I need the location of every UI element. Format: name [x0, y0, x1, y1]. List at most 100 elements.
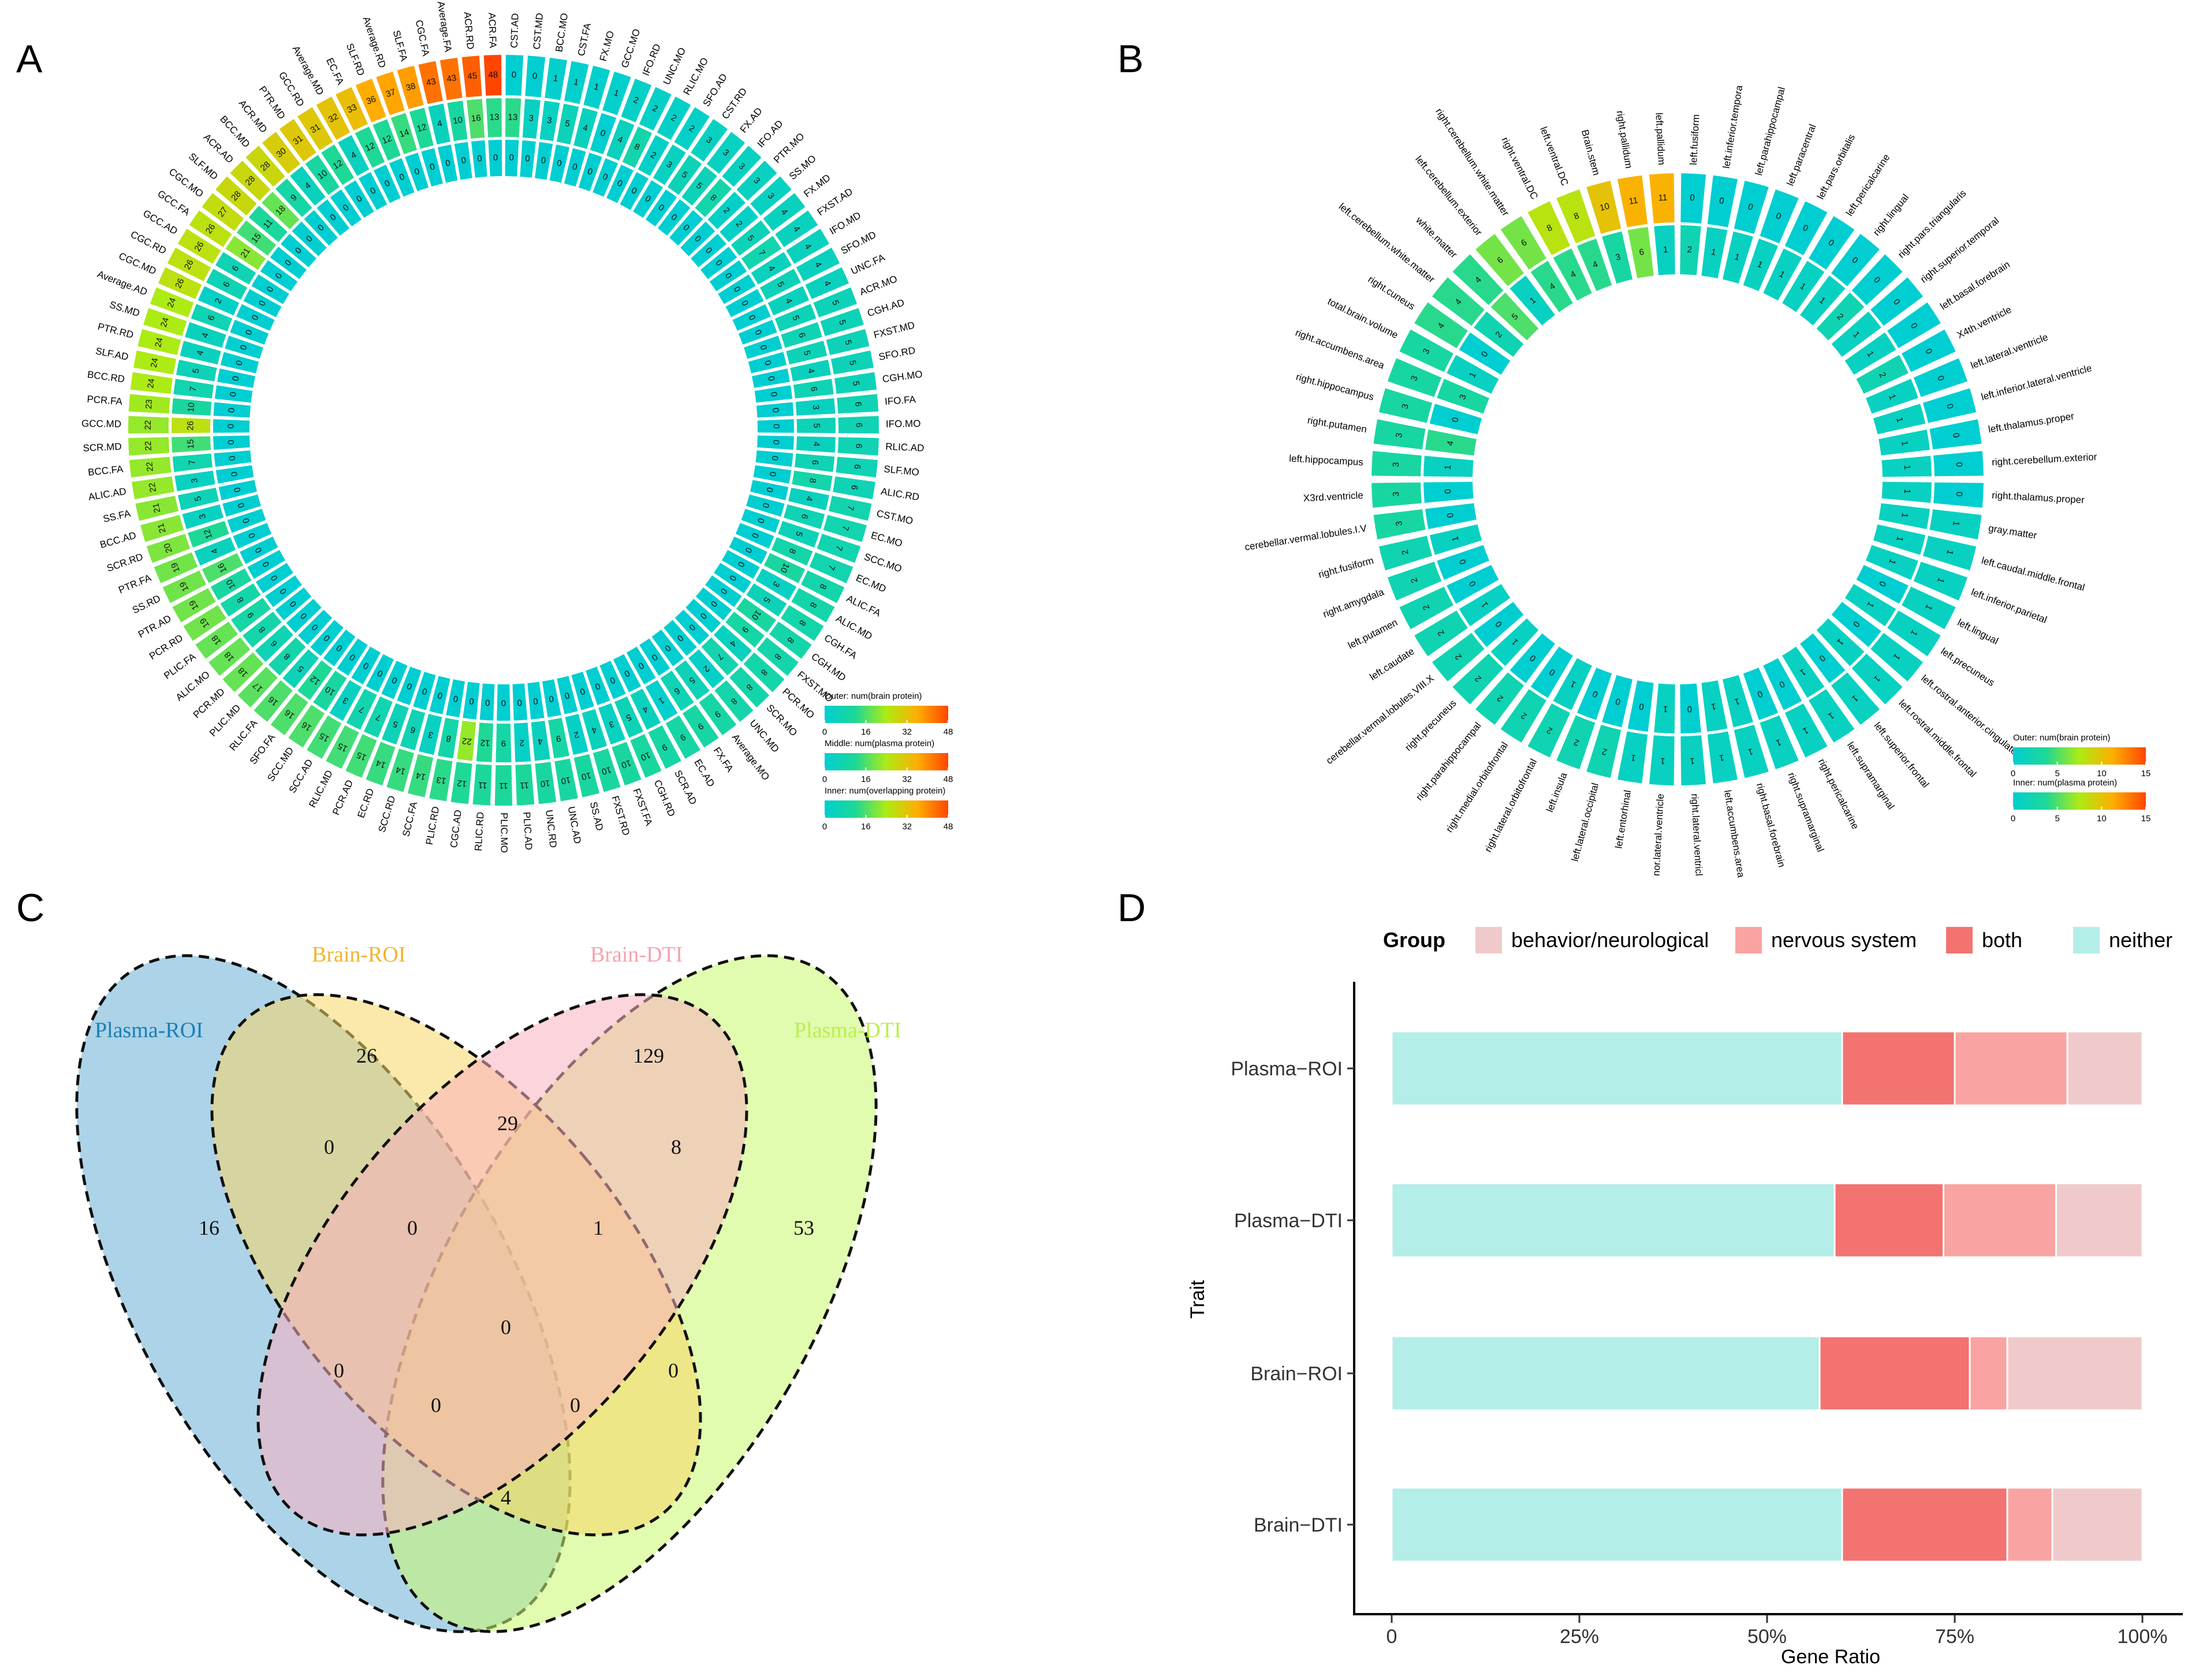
ring-label: CGH.MO: [882, 368, 923, 385]
heat-cell-middle: [645, 680, 678, 721]
ring-label: right.precuneus: [1403, 698, 1458, 753]
ring-label: BCC.RD: [87, 369, 125, 385]
bar-segment: [1391, 1335, 1821, 1411]
heat-value-inner: 0: [548, 694, 554, 704]
legend-tick-label: 16: [861, 822, 871, 832]
heat-cell-outer: [1387, 358, 1442, 397]
venn-count: 0: [324, 1135, 334, 1159]
legend-colorbar: [2013, 747, 2146, 765]
panel-d-legend: behavior/neurological nervous system both n…: [1475, 927, 2172, 953]
heat-cell-outer: [505, 55, 524, 96]
heat-cell-middle: [598, 703, 625, 745]
ring-label: left.insula: [1544, 771, 1570, 814]
heat-value-outer: 6: [854, 423, 864, 428]
heat-value-outer: 43: [425, 76, 437, 88]
heat-cell-outer: [254, 680, 293, 722]
heat-value-middle: 13: [489, 112, 499, 122]
heat-cell-outer: [1933, 482, 1984, 508]
ring-label: CGH.RD: [652, 778, 677, 818]
heat-value-inner: 0: [469, 696, 475, 706]
heat-cell-inner: [1856, 565, 1909, 604]
heat-cell-middle: [202, 553, 244, 583]
panel-b-legend: Outer: num(brain protein) 0 5 10 15 Inner: nu…: [2011, 733, 2151, 824]
heat-cell-inner: [669, 210, 703, 246]
ring-label: SS.FA: [102, 508, 132, 524]
ring-label: CGH.MD: [809, 651, 848, 683]
heat-value-outer: 23: [144, 399, 154, 409]
bar-segment: [1841, 1030, 1956, 1107]
heat-value-outer: 0: [532, 71, 538, 81]
heat-cell-middle: [736, 598, 776, 633]
heat-cell-inner: [463, 681, 480, 720]
bar-segment: [1841, 1487, 2008, 1563]
heat-value-outer: 14: [375, 758, 387, 770]
heat-value-outer: 0: [1954, 491, 1964, 497]
heat-cell-outer: [183, 605, 226, 641]
heat-cell-middle: [622, 126, 653, 168]
heat-cell-middle: [720, 206, 759, 243]
heat-cell-outer: [1913, 358, 1968, 397]
heat-value-inner: 0: [453, 694, 459, 704]
heat-cell-outer: [195, 621, 238, 659]
ring-label: FXST.RD: [609, 795, 632, 837]
heat-value-outer: 11: [1658, 193, 1667, 203]
heat-cell-middle: [751, 252, 792, 285]
legend-colorbar: [2013, 792, 2146, 810]
heat-value-inner: 0: [234, 359, 245, 366]
heat-cell-middle: [329, 680, 362, 721]
heat-cell-inner: [1447, 565, 1499, 604]
ring-label: right.hippocampus: [1295, 371, 1375, 403]
ring-label: BCC.MD: [218, 114, 252, 150]
heat-cell-outer: [355, 79, 386, 122]
heat-value-middle: 7: [187, 460, 197, 465]
x-tick-label: 0: [1387, 1626, 1397, 1648]
heat-cell-middle: [428, 103, 450, 145]
ring-label: right.supramarginal: [1786, 771, 1826, 854]
heat-cell-outer: [602, 71, 631, 116]
heat-value-outer: 10: [540, 778, 551, 789]
heat-value-middle: 12: [480, 737, 490, 748]
heat-value-outer: 18: [210, 634, 223, 647]
heat-cell-inner: [213, 419, 250, 433]
heat-value-inner: 0: [770, 455, 780, 461]
heat-cell-outer: [1500, 216, 1546, 270]
heat-cell-middle: [741, 236, 782, 270]
heat-cell-middle: [248, 206, 288, 243]
venn-count: 0: [668, 1359, 679, 1382]
heat-value-middle: 4: [437, 118, 443, 129]
heat-cell-inner: [1763, 248, 1802, 301]
bar-segment: [1818, 1335, 1971, 1411]
heat-value-outer: 11: [478, 780, 488, 791]
heat-value-outer: 26: [204, 222, 217, 236]
heat-cell-outer: [450, 762, 472, 804]
heat-value-outer: 5: [843, 339, 853, 346]
venn-count: 0: [407, 1216, 418, 1239]
ring-label: CST.RD: [720, 86, 749, 121]
heat-cell-inner: [1844, 332, 1896, 375]
bar-segment: [1391, 1487, 1843, 1563]
heat-cell-outer: [237, 666, 278, 707]
heat-cell-inner: [750, 480, 789, 501]
heat-value-inner: 0: [1445, 512, 1456, 519]
heat-cell-inner: [1627, 226, 1654, 278]
bar-segment: [1969, 1335, 2008, 1411]
heat-cell-inner: [397, 666, 422, 706]
heat-cell-outer: [128, 437, 170, 456]
venn-ellipse-brain-dti: [256, 993, 748, 1537]
legend-swatch: [2073, 927, 2100, 953]
heat-cell-outer: [262, 132, 301, 174]
ring-label: SFO.MD: [839, 229, 878, 257]
heat-cell-outer: [1452, 254, 1504, 306]
ring-label: left.lingual: [1956, 617, 2000, 647]
heat-cell-outer: [1929, 509, 1982, 539]
heat-cell-inner: [213, 402, 251, 418]
heat-value-inner: 6: [1638, 247, 1645, 258]
heat-cell-outer: [729, 666, 770, 707]
heat-cell-middle: [180, 341, 221, 365]
heat-cell-outer: [699, 692, 737, 736]
ring-label: FX.AD: [738, 106, 765, 135]
heat-cell-outer: [820, 308, 864, 336]
ring-label: PTR.FA: [117, 572, 153, 596]
heat-cell-middle: [172, 436, 211, 453]
heat-value-outer: 3: [1391, 491, 1401, 497]
